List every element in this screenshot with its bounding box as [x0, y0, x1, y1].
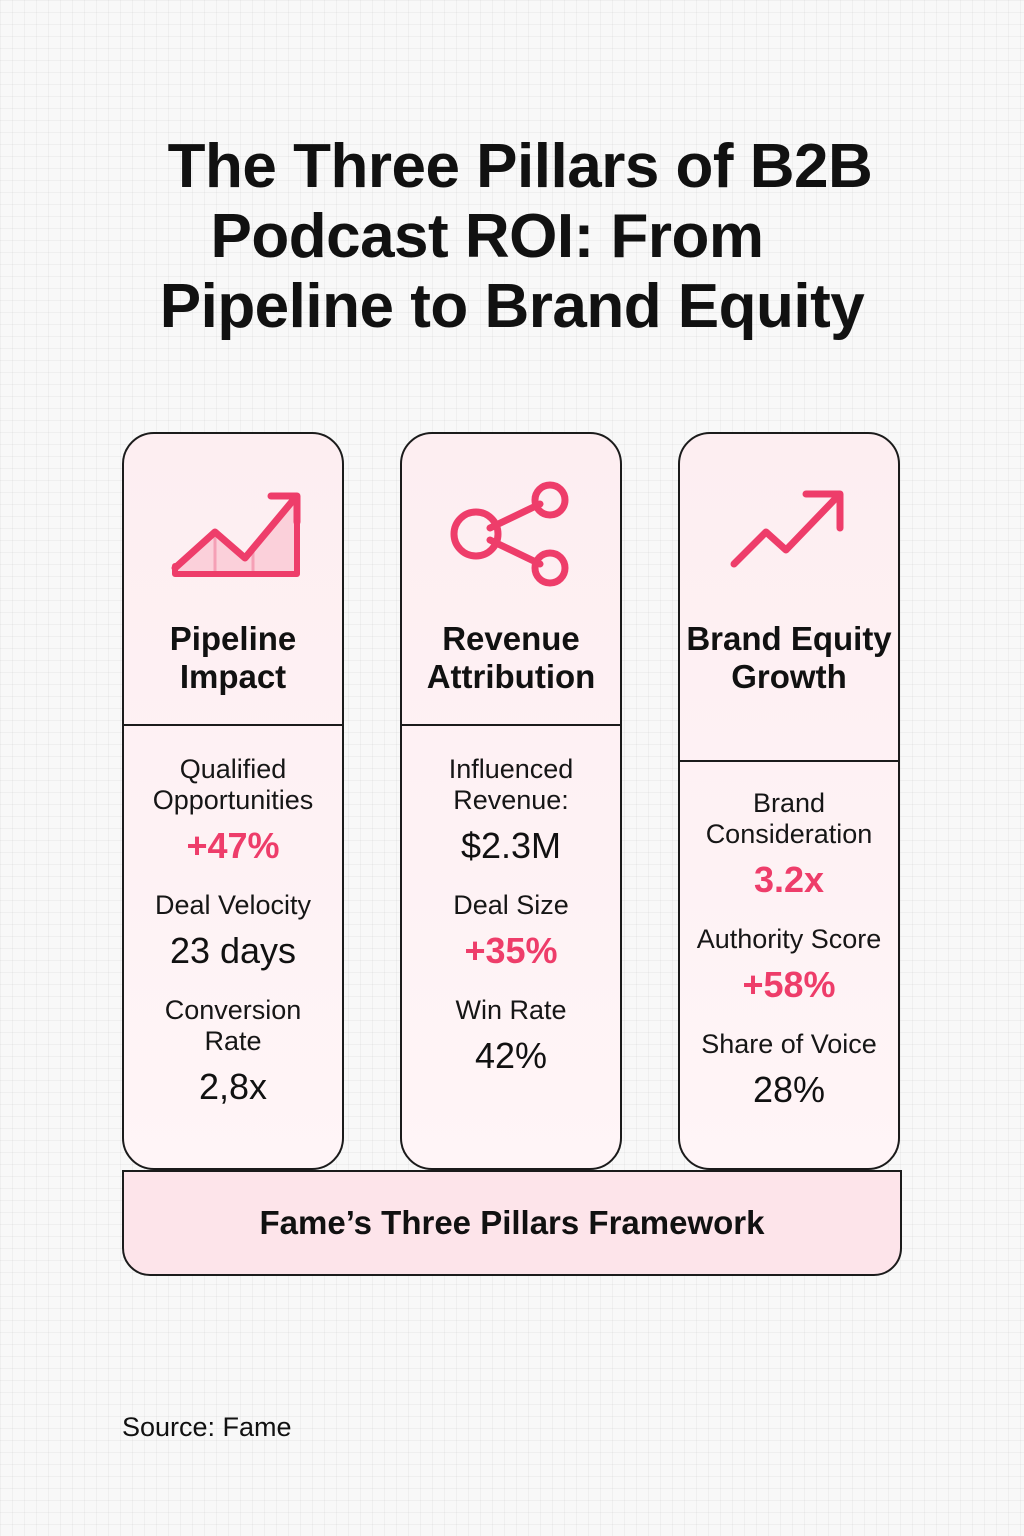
pillar-brand-equity-growth: Brand Equity Growth Brand Consideration … — [678, 432, 900, 1170]
metric-value: 3.2x — [753, 859, 825, 900]
metric-label: Win Rate — [455, 995, 567, 1025]
trend-arrow-up-icon — [680, 480, 898, 590]
pillar-metrics: Influenced Revenue: $2.3M Deal Size +35%… — [402, 726, 620, 1078]
source-note: Source: Fame — [122, 1412, 292, 1442]
area-chart-up-icon — [124, 480, 342, 590]
pillar-metrics: Brand Consideration 3.2x Authority Score… — [680, 762, 898, 1112]
metric: Brand Consideration 3.2x — [680, 788, 898, 902]
metric-label: Brand Consideration — [705, 788, 873, 849]
metric-value: $2.3M — [460, 825, 562, 866]
pillar-header: Brand Equity Growth — [680, 434, 898, 762]
metric-label: Deal Velocity — [154, 890, 312, 920]
metric-label: Conversion Rate — [164, 995, 302, 1056]
metric-label: Authority Score — [696, 924, 882, 954]
metric-label: Influenced Revenue: — [448, 754, 574, 815]
metric-value: 42% — [474, 1035, 548, 1076]
metric: Authority Score +58% — [680, 924, 898, 1007]
metric: Influenced Revenue: $2.3M — [402, 754, 620, 868]
metric: Qualified Opportunities +47% — [124, 754, 342, 868]
metric: Deal Size +35% — [402, 890, 620, 973]
pillar-metrics: Qualified Opportunities +47% Deal Veloci… — [124, 726, 342, 1109]
metric-label: Qualified Opportunities — [152, 754, 314, 815]
pillar-title: Revenue Attribution — [426, 620, 596, 695]
pillar-header: Revenue Attribution — [402, 434, 620, 726]
page-title: The Three Pillars of B2B Podcast ROI: Fr… — [112, 132, 912, 342]
metric: Win Rate 42% — [402, 995, 620, 1078]
pillar-pipeline-impact: Pipeline Impact Qualified Opportunities … — [122, 432, 344, 1170]
metric-value: 23 days — [169, 930, 297, 971]
metric-value: 28% — [752, 1069, 826, 1110]
metric-value: +58% — [742, 964, 836, 1005]
metric-value: 2,8x — [198, 1066, 268, 1107]
title-line-1: The Three Pillars of B2B — [167, 132, 873, 201]
title-line-3: Pipeline to Brand Equity — [159, 272, 865, 341]
metric: Conversion Rate 2,8x — [124, 995, 342, 1109]
pillar-title: Pipeline Impact — [169, 620, 297, 695]
metric: Share of Voice 28% — [680, 1029, 898, 1112]
metric-value: +35% — [464, 930, 558, 971]
metric-label: Share of Voice — [701, 1029, 877, 1059]
metric: Deal Velocity 23 days — [124, 890, 342, 973]
title-line-2: Podcast ROI: From — [210, 202, 764, 271]
metric-label: Deal Size — [453, 890, 569, 920]
pillar-title: Brand Equity Growth — [686, 620, 892, 695]
share-nodes-icon — [402, 480, 620, 590]
pillar-header: Pipeline Impact — [124, 434, 342, 726]
metric-value: +47% — [186, 825, 280, 866]
framework-banner: Fame’s Three Pillars Framework — [122, 1170, 902, 1276]
pillar-revenue-attribution: Revenue Attribution Influenced Revenue: … — [400, 432, 622, 1170]
